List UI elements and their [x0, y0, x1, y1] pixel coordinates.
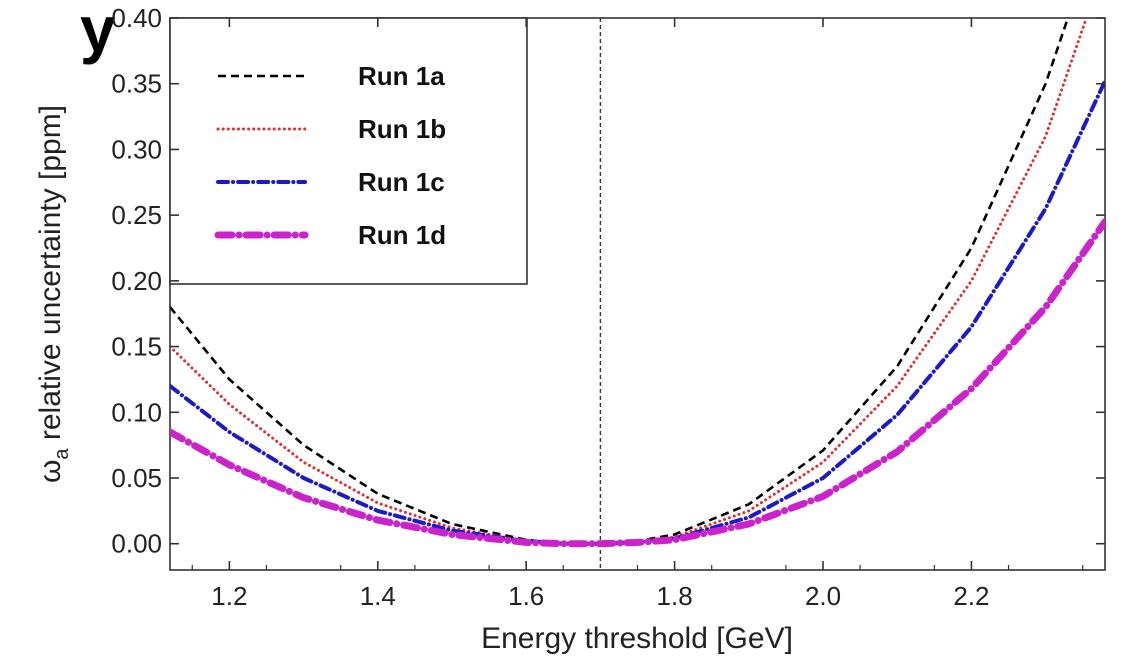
y-tick-label: 0.05: [111, 463, 162, 493]
y-tick-label: 0.20: [111, 266, 162, 296]
legend-label-4: Run 1d: [358, 220, 446, 250]
legend-label-2: Run 1b: [358, 114, 446, 144]
y-tick-label: 0.15: [111, 332, 162, 362]
cropped-title-fragment: y: [80, 0, 116, 65]
x-tick-label: 1.4: [360, 581, 396, 611]
y-axis-label-subscript: a: [51, 448, 73, 460]
y-tick-label: 0.35: [111, 69, 162, 99]
y-axis-label: ωa relative uncertainty [ppm]: [34, 105, 73, 483]
y-tick-label: 0.25: [111, 200, 162, 230]
x-tick-label: 1.2: [211, 581, 247, 611]
x-tick-label: 1.8: [657, 581, 693, 611]
x-tick-label: 2.0: [805, 581, 841, 611]
x-tick-label: 1.6: [508, 581, 544, 611]
y-tick-label: 0.40: [111, 3, 162, 33]
y-tick-label: 0.10: [111, 397, 162, 427]
legend-box: [169, 17, 528, 285]
x-axis-label: Energy threshold [GeV]: [481, 622, 793, 655]
y-axis-label-symbol: ω: [34, 460, 67, 483]
y-tick-label: 0.00: [111, 529, 162, 559]
legend-label-1: Run 1a: [358, 61, 445, 91]
legend-label-3: Run 1c: [358, 167, 445, 197]
series-line-1: [170, 18, 1070, 545]
y-tick-label: 0.30: [111, 134, 162, 164]
y-axis-label-text: relative uncertainty [ppm]: [34, 105, 67, 449]
series-line-4: [170, 218, 1105, 548]
series-line-2: [170, 18, 1088, 546]
x-tick-label: 2.2: [953, 581, 989, 611]
